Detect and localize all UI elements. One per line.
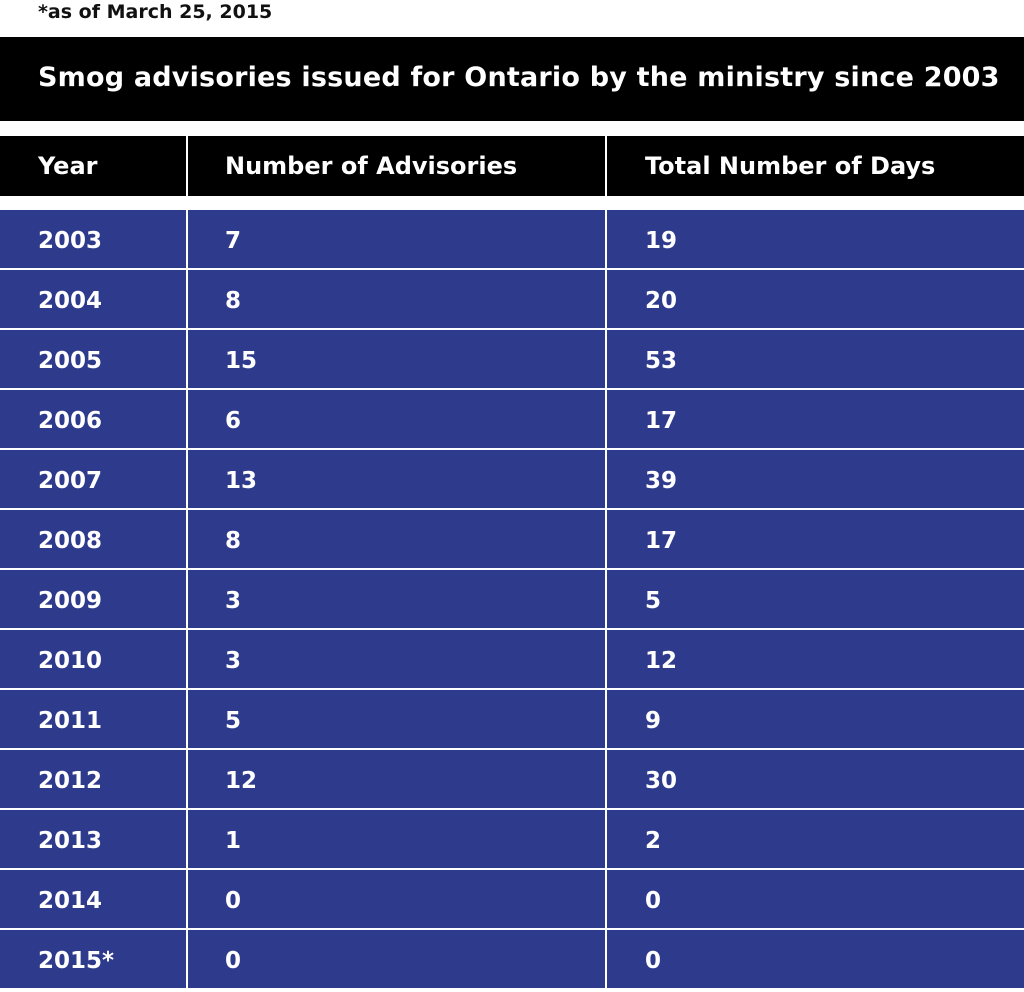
cell-year: 2007 (38, 468, 103, 494)
cell-days: 9 (645, 708, 662, 734)
table-row: 2004 8 20 (0, 270, 1024, 330)
cell-year: 2015* (38, 948, 115, 974)
cell-advisories: 5 (225, 708, 242, 734)
table-row: 2012 12 30 (0, 750, 1024, 810)
column-divider (186, 210, 188, 988)
column-divider (605, 210, 607, 988)
table-row: 2013 1 2 (0, 810, 1024, 870)
cell-advisories: 8 (225, 528, 242, 554)
row-divider (0, 808, 1024, 810)
cell-advisories: 13 (225, 468, 258, 494)
table-row: 2006 6 17 (0, 390, 1024, 450)
cell-advisories: 0 (225, 948, 242, 974)
cell-days: 5 (645, 588, 662, 614)
cell-days: 30 (645, 768, 678, 794)
cell-advisories: 12 (225, 768, 258, 794)
table-row: 2005 15 53 (0, 330, 1024, 390)
cell-days: 39 (645, 468, 678, 494)
table-row: 2011 5 9 (0, 690, 1024, 750)
cell-year: 2005 (38, 348, 103, 374)
cell-advisories: 15 (225, 348, 258, 374)
column-header-year: Year (38, 152, 98, 180)
row-divider (0, 388, 1024, 390)
cell-year: 2012 (38, 768, 103, 794)
cell-year: 2009 (38, 588, 103, 614)
cell-days: 12 (645, 648, 678, 674)
row-divider (0, 268, 1024, 270)
cell-advisories: 3 (225, 648, 242, 674)
table-title: Smog advisories issued for Ontario by th… (38, 62, 1000, 93)
footnote: *as of March 25, 2015 (38, 1, 273, 23)
row-divider (0, 328, 1024, 330)
row-divider (0, 928, 1024, 930)
table-body: 2003 7 19 2004 8 20 2005 15 53 2006 6 17 2007 13 39 200… (0, 210, 1024, 988)
cell-advisories: 8 (225, 288, 242, 314)
row-divider (0, 868, 1024, 870)
cell-days: 17 (645, 528, 678, 554)
table-row: 2014 0 0 (0, 870, 1024, 930)
column-header-advisories: Number of Advisories (225, 152, 518, 180)
row-divider (0, 748, 1024, 750)
cell-year: 2013 (38, 828, 103, 854)
cell-advisories: 3 (225, 588, 242, 614)
cell-advisories: 7 (225, 228, 242, 254)
table-row: 2007 13 39 (0, 450, 1024, 510)
cell-year: 2006 (38, 408, 103, 434)
header-divider (605, 136, 607, 196)
row-divider (0, 568, 1024, 570)
row-divider (0, 628, 1024, 630)
cell-year: 2003 (38, 228, 103, 254)
table-row: 2003 7 19 (0, 210, 1024, 270)
cell-days: 2 (645, 828, 662, 854)
cell-year: 2011 (38, 708, 103, 734)
row-divider (0, 448, 1024, 450)
cell-advisories: 1 (225, 828, 242, 854)
cell-year: 2004 (38, 288, 103, 314)
cell-days: 19 (645, 228, 678, 254)
table-row: 2010 3 12 (0, 630, 1024, 690)
table-row: 2008 8 17 (0, 510, 1024, 570)
table-row: 2009 3 5 (0, 570, 1024, 630)
row-divider (0, 508, 1024, 510)
cell-year: 2008 (38, 528, 103, 554)
cell-year: 2014 (38, 888, 103, 914)
row-divider (0, 688, 1024, 690)
table-row: 2015* 0 0 (0, 930, 1024, 990)
table-title-bar: Smog advisories issued for Ontario by th… (0, 37, 1024, 121)
cell-days: 0 (645, 948, 662, 974)
cell-year: 2010 (38, 648, 103, 674)
cell-days: 20 (645, 288, 678, 314)
column-header-days: Total Number of Days (645, 152, 936, 180)
header-divider (186, 136, 188, 196)
cell-days: 17 (645, 408, 678, 434)
cell-days: 0 (645, 888, 662, 914)
cell-advisories: 6 (225, 408, 242, 434)
cell-days: 53 (645, 348, 678, 374)
cell-advisories: 0 (225, 888, 242, 914)
table-header: Year Number of Advisories Total Number o… (0, 136, 1024, 196)
